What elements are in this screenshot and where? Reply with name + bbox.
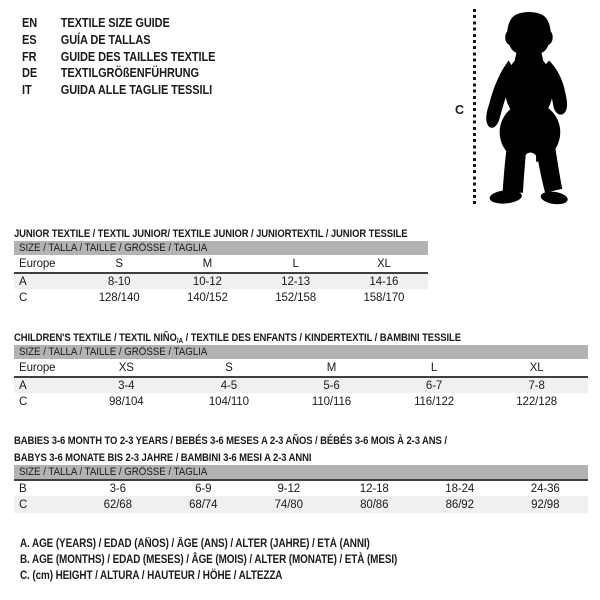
table-cell: 6-9 [195, 482, 212, 495]
language-row: ES GUÍA DE TALLAS [22, 32, 215, 49]
table-cell: 74/80 [274, 498, 303, 511]
table-cell: 7-8 [528, 379, 545, 392]
size-header-label: SIZE / TALLA / TAILLE / GRÖSSE / TAGLIA [19, 346, 208, 358]
language-row: FR GUIDE DES TAILLES TEXTILE [22, 48, 215, 65]
table-cell: 14-16 [369, 275, 399, 288]
babies-size-table: SIZE / TALLA / TAILLE / GRÖSSE / TAGLIA … [14, 465, 588, 513]
table-cell: S [225, 361, 233, 374]
baby-silhouette-icon [486, 12, 568, 205]
table-cell: 12-18 [359, 482, 389, 495]
children-table-rows: Europe XS S M L XL A 3-4 4-5 5-6 6-7 7-8 C 98/104 104/… [14, 359, 588, 410]
table-cell: 92/98 [531, 498, 560, 511]
row-label: B [19, 482, 27, 495]
table-row-europe: Europe XS S M L XL [14, 359, 588, 376]
table-cell: 80/86 [360, 498, 389, 511]
language-code: EN [22, 16, 38, 31]
babies-table-title: BABIES 3-6 MONTH TO 2-3 YEARS / BEBÉS 3-… [14, 435, 447, 464]
size-header-label: SIZE / TALLA / TAILLE / GRÖSSE / TAGLIA [19, 242, 208, 254]
table-cell: 62/68 [103, 498, 132, 511]
junior-table-rows: Europe S M L XL A 8-10 10-12 12-13 14-16 C 128/140 1… [14, 255, 428, 306]
language-label: GUÍA DE TALLAS [60, 33, 151, 48]
table-row-c: C 98/104 104/110 110/116 116/122 122/128 [14, 393, 588, 410]
language-list: EN TEXTILE SIZE GUIDE ES GUÍA DE TALLAS FR GU… [22, 15, 215, 98]
table-cell: 116/122 [414, 395, 455, 408]
table-cell: 152/158 [275, 291, 317, 304]
row-label: C [19, 291, 28, 304]
table-cell: 18-24 [445, 482, 475, 495]
table-row-c: C 128/140 140/152 152/158 158/170 [14, 289, 428, 306]
junior-table-title: JUNIOR TEXTILE / TEXTIL JUNIOR/ TEXTILE … [14, 228, 408, 241]
children-table-title: CHILDREN'S TEXTILE / TEXTIL NIÑO/A / TEX… [14, 332, 461, 346]
table-cell: S [115, 257, 123, 270]
table-cell: XS [118, 361, 134, 374]
table-row-a: A 3-4 4-5 5-6 6-7 7-8 [14, 376, 588, 393]
language-label: TEXTILE SIZE GUIDE [60, 16, 170, 31]
language-row: EN TEXTILE SIZE GUIDE [22, 15, 215, 32]
language-code: ES [22, 33, 37, 48]
table-cell: L [430, 361, 438, 374]
footnote-b: B. AGE (MONTHS) / EDAD (MESES) / ÂGE (MO… [20, 554, 398, 566]
language-code: DE [22, 66, 38, 81]
language-code: IT [22, 83, 32, 98]
table-cell: 5-6 [323, 379, 340, 392]
size-header-band: SIZE / TALLA / TAILLE / GRÖSSE / TAGLIA [14, 345, 588, 359]
table-cell: 9-12 [277, 482, 301, 495]
footnote-c: C. (cm) HEIGHT / ALTURA / HAUTEUR / HÖHE… [20, 570, 283, 582]
table-cell: 104/110 [208, 395, 249, 408]
row-label: Europe [19, 257, 56, 270]
table-cell: 6-7 [425, 379, 443, 392]
footnotes: A. AGE (YEARS) / EDAD (AÑOS) / ÂGE (ANS)… [20, 536, 397, 584]
language-row: DE TEXTILGRÖßENFÜHRUNG [22, 65, 215, 82]
row-label: Europe [19, 361, 56, 374]
row-label: A [19, 379, 27, 392]
table-cell: XL [529, 361, 544, 374]
table-cell: M [326, 361, 337, 374]
table-cell: 86/92 [445, 498, 474, 511]
table-cell: 68/74 [189, 498, 218, 511]
table-cell: 10-12 [192, 275, 222, 288]
table-cell: 4-5 [220, 379, 238, 392]
junior-size-table: SIZE / TALLA / TAILLE / GRÖSSE / TAGLIA … [14, 241, 428, 306]
table-cell: 8-10 [107, 275, 131, 288]
table-cell: 110/116 [311, 395, 352, 408]
table-row-a: A 8-10 10-12 12-13 14-16 [14, 272, 428, 289]
row-label: C [19, 395, 28, 408]
language-row: IT GUIDA ALLE TAGLIE TESSILI [22, 82, 215, 99]
table-cell: 24-36 [530, 482, 560, 495]
language-label: GUIDA ALLE TAGLIE TESSILI [60, 83, 213, 98]
table-cell: L [292, 257, 299, 270]
table-cell: 128/140 [98, 291, 140, 304]
table-cell: 3-4 [118, 379, 135, 392]
children-size-table: SIZE / TALLA / TAILLE / GRÖSSE / TAGLIA … [14, 345, 588, 410]
table-cell: 98/104 [109, 395, 144, 408]
table-row-europe: Europe S M L XL [14, 255, 428, 272]
language-label: TEXTILGRÖßENFÜHRUNG [60, 66, 199, 81]
footnote-a: A. AGE (YEARS) / EDAD (AÑOS) / ÂGE (ANS)… [20, 538, 370, 550]
row-label: C [19, 498, 28, 511]
table-row-c: C 62/68 68/74 74/80 80/86 86/92 92/98 [14, 496, 588, 513]
table-cell: 12-13 [281, 275, 311, 288]
table-cell: 3-6 [109, 482, 126, 495]
table-cell: 158/170 [363, 291, 405, 304]
size-header-label: SIZE / TALLA / TAILLE / GRÖSSE / TAGLIA [19, 466, 208, 478]
language-code: FR [22, 49, 37, 64]
size-header-band: SIZE / TALLA / TAILLE / GRÖSSE / TAGLIA [14, 241, 428, 255]
table-cell: XL [376, 257, 391, 270]
table-row-b: B 3-6 6-9 9-12 12-18 18-24 24-36 [14, 479, 588, 496]
size-header-band: SIZE / TALLA / TAILLE / GRÖSSE / TAGLIA [14, 465, 588, 479]
table-cell: M [202, 257, 213, 270]
height-measure-dotted-line [473, 9, 476, 207]
table-cell: 140/152 [186, 291, 228, 304]
language-label: GUIDE DES TAILLES TEXTILE [60, 49, 216, 64]
table-cell: 122/128 [516, 395, 558, 408]
height-measure-label: C [455, 103, 465, 117]
babies-table-rows: B 3-6 6-9 9-12 12-18 18-24 24-36 C 62/68 68/74 74/… [14, 479, 588, 513]
row-label: A [19, 275, 27, 288]
